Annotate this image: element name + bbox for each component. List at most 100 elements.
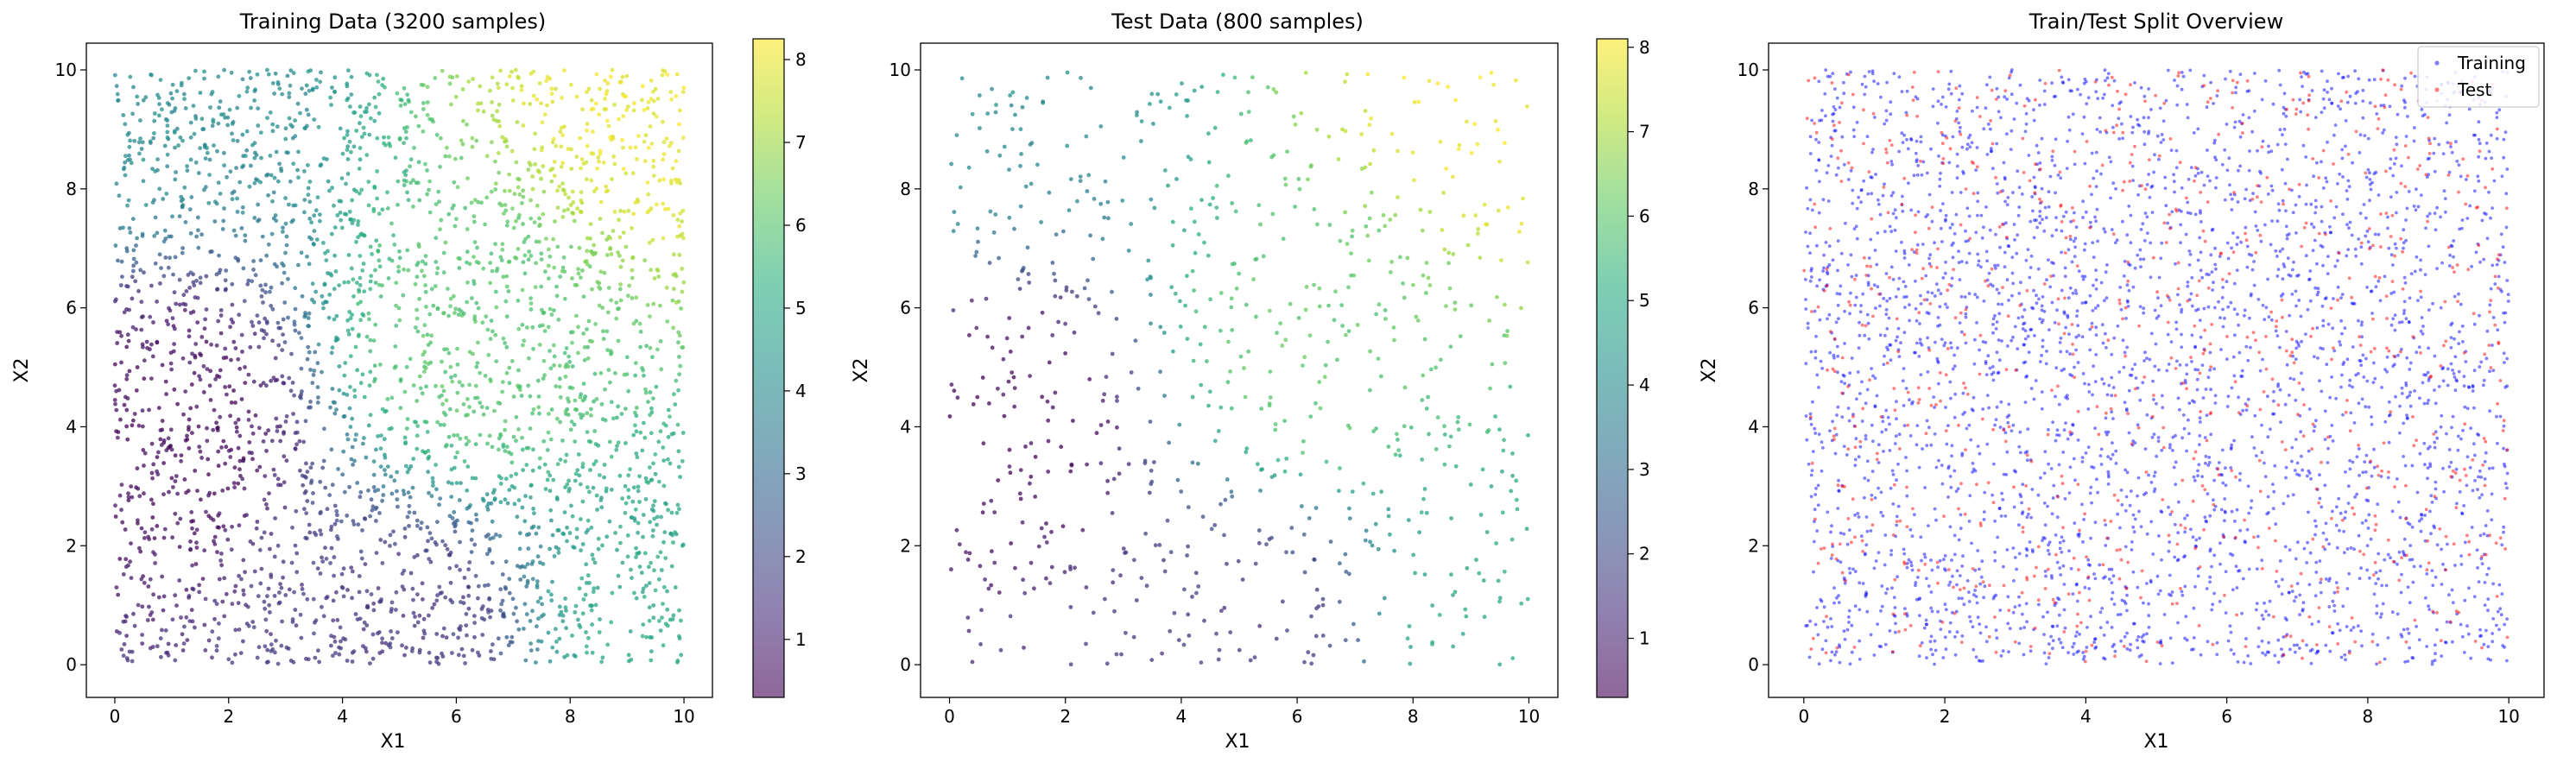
data-point xyxy=(272,91,276,96)
data-point xyxy=(1218,405,1224,410)
data-point xyxy=(218,368,223,373)
training-point xyxy=(2034,379,2038,382)
data-point xyxy=(1369,190,1374,195)
data-point xyxy=(991,230,997,235)
training-point xyxy=(2064,421,2067,425)
data-point xyxy=(366,203,371,208)
data-point xyxy=(302,490,307,495)
data-point xyxy=(570,189,575,194)
training-point xyxy=(1940,337,1944,341)
data-point xyxy=(1206,131,1211,136)
data-point xyxy=(639,571,644,575)
data-point xyxy=(1338,466,1342,470)
training-point xyxy=(2485,329,2490,333)
data-point xyxy=(585,411,590,416)
training-point xyxy=(2256,298,2261,301)
colorbar-tick-label: 4 xyxy=(1639,375,1650,395)
data-point xyxy=(626,653,631,658)
data-point xyxy=(183,220,188,224)
data-point xyxy=(182,97,187,102)
data-point xyxy=(1186,505,1191,509)
data-point xyxy=(377,511,382,515)
data-point xyxy=(1006,379,1011,384)
data-point xyxy=(369,497,374,502)
data-point xyxy=(1408,661,1413,666)
data-point xyxy=(185,168,190,173)
data-point xyxy=(139,147,144,151)
training-point xyxy=(2054,216,2058,220)
data-point xyxy=(185,433,189,438)
data-point xyxy=(243,381,248,385)
training-point xyxy=(2372,361,2376,365)
data-point xyxy=(1171,349,1175,354)
data-point xyxy=(212,143,216,148)
training-point xyxy=(2066,296,2071,300)
data-point xyxy=(351,519,356,523)
training-point xyxy=(2413,389,2417,393)
data-point xyxy=(328,405,332,410)
data-point xyxy=(1467,422,1472,427)
data-point xyxy=(130,325,136,330)
data-point xyxy=(414,325,418,330)
data-point xyxy=(566,489,572,494)
data-point xyxy=(1282,419,1287,423)
training-point xyxy=(1858,392,1862,395)
data-point xyxy=(1364,528,1369,533)
data-point xyxy=(559,609,564,615)
data-point xyxy=(168,255,173,261)
data-point xyxy=(1195,461,1200,466)
data-point xyxy=(293,431,298,435)
training-point xyxy=(2092,364,2096,369)
data-point xyxy=(388,533,393,538)
data-point xyxy=(1280,344,1285,348)
training-point xyxy=(2019,627,2022,630)
data-point xyxy=(348,217,352,222)
data-point xyxy=(516,185,521,190)
data-point xyxy=(501,336,506,341)
data-point xyxy=(132,623,137,628)
data-point xyxy=(621,145,625,150)
training-point xyxy=(2050,234,2054,238)
data-point xyxy=(217,105,222,110)
colorbar-tick-label: 5 xyxy=(795,298,807,318)
data-point xyxy=(339,584,345,590)
data-point xyxy=(559,144,564,149)
data-point xyxy=(655,554,661,559)
data-point xyxy=(1281,599,1285,604)
training-point xyxy=(2095,477,2098,482)
data-point xyxy=(677,122,681,127)
training-point xyxy=(1833,87,1837,91)
data-point xyxy=(396,306,402,311)
data-point xyxy=(360,372,365,377)
data-point xyxy=(1268,395,1273,400)
data-point xyxy=(275,179,281,184)
data-point xyxy=(475,361,480,365)
data-point xyxy=(367,383,372,388)
data-point xyxy=(530,609,535,614)
data-point xyxy=(1391,325,1396,330)
data-point xyxy=(284,243,289,248)
data-point xyxy=(162,143,168,148)
data-point xyxy=(547,659,553,664)
data-point xyxy=(566,207,570,212)
data-point xyxy=(504,370,510,375)
data-point xyxy=(579,157,585,161)
training-point xyxy=(2400,392,2404,395)
data-point xyxy=(585,249,590,254)
data-point xyxy=(476,306,481,311)
data-point xyxy=(169,476,174,481)
data-point xyxy=(484,504,490,509)
data-point xyxy=(246,623,251,628)
data-point xyxy=(560,133,565,138)
data-point xyxy=(1363,108,1368,113)
data-point xyxy=(237,573,241,578)
data-point xyxy=(1422,337,1427,342)
training-point xyxy=(1928,640,1933,644)
data-point xyxy=(404,646,408,650)
data-point xyxy=(652,499,657,503)
training-point xyxy=(2435,627,2439,632)
data-point xyxy=(979,608,984,613)
data-point xyxy=(1018,468,1023,472)
data-point xyxy=(131,263,136,268)
training-point xyxy=(2147,116,2150,120)
